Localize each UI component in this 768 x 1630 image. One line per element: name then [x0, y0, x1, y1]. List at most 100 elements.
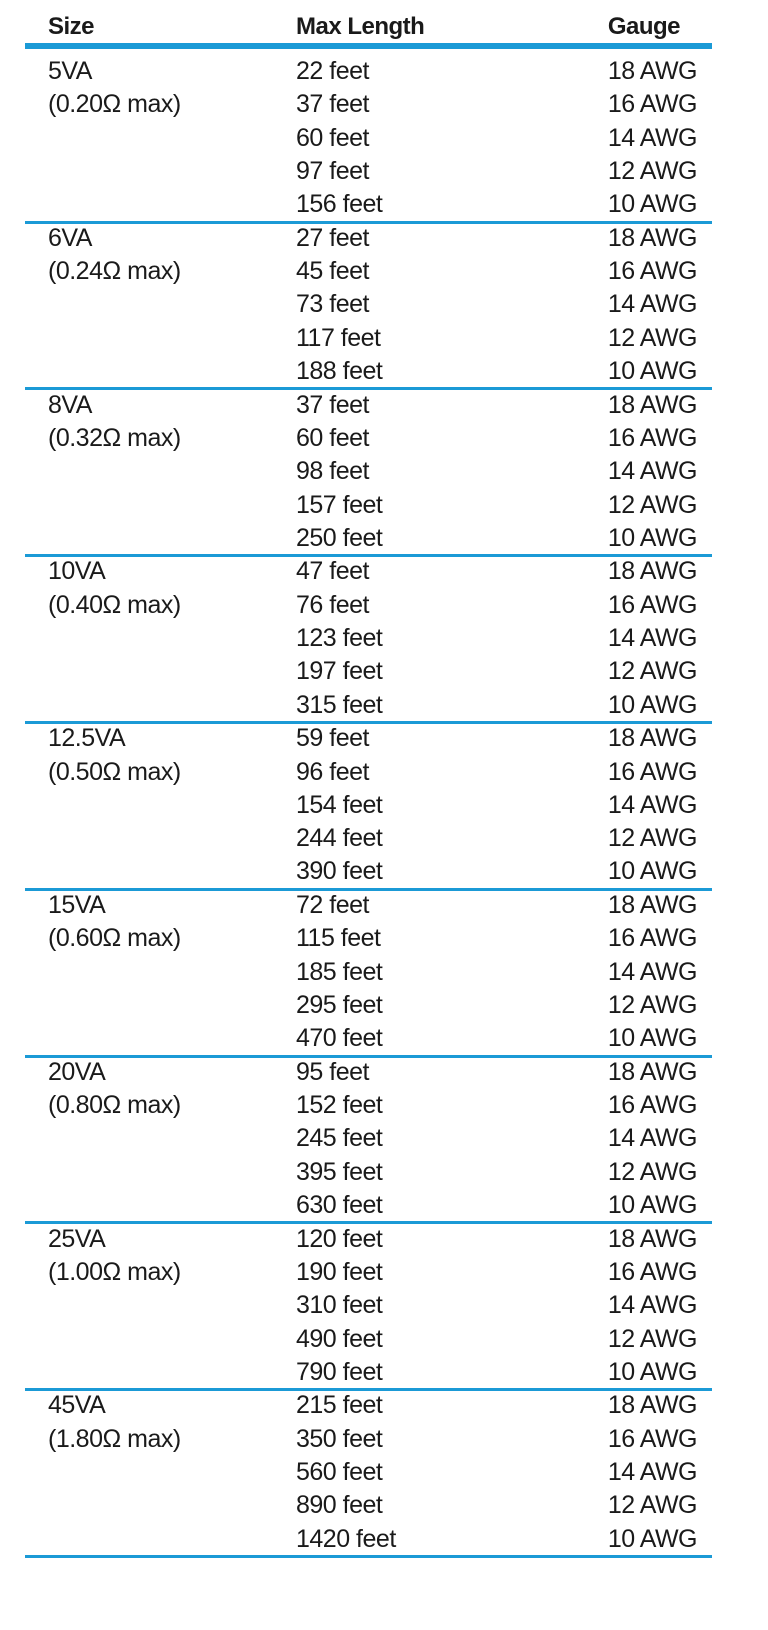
gauge: 16 AWG: [607, 257, 698, 286]
gauge: 10 AWG: [607, 857, 698, 886]
gauge: 14 AWG: [607, 290, 698, 319]
max-length: 295 feet: [296, 990, 383, 1019]
max-length: 245 feet: [296, 1124, 383, 1153]
gauge: 14 AWG: [607, 123, 698, 152]
gauge: 18 AWG: [607, 57, 698, 85]
resistance-label: (0.24Ω max): [48, 257, 181, 286]
max-length: 115 feet: [296, 924, 381, 953]
resistance-label: (0.32Ω max): [48, 423, 181, 452]
gauge: 14 AWG: [607, 1124, 698, 1153]
gauge: 16 AWG: [607, 1091, 698, 1120]
resistance-label: (0.40Ω max): [48, 590, 181, 619]
max-length: 95 feet: [296, 1057, 369, 1086]
max-length: 197 feet: [296, 657, 383, 686]
group-rule: [25, 1221, 712, 1225]
max-length: 190 feet: [296, 1257, 383, 1286]
max-length: 490 feet: [296, 1324, 383, 1353]
size-label: 5VA: [48, 57, 92, 85]
max-length: 156 feet: [296, 190, 383, 219]
gauge: 16 AWG: [607, 924, 698, 953]
size-label: 8VA: [48, 390, 92, 419]
group-rule: [25, 1554, 712, 1558]
size-label: 25VA: [48, 1224, 106, 1253]
max-length: 560 feet: [296, 1458, 383, 1486]
group-rule: [25, 387, 712, 391]
max-length: 117 feet: [296, 323, 381, 352]
gauge: 18 AWG: [607, 891, 698, 919]
max-length: 890 feet: [296, 1491, 383, 1520]
max-length: 59 feet: [296, 724, 369, 753]
gauge: 16 AWG: [607, 1257, 698, 1286]
max-length: 96 feet: [296, 757, 369, 786]
header-gauge: Gauge: [607, 13, 681, 40]
max-length: 60 feet: [296, 423, 369, 452]
header-rule: [25, 43, 712, 49]
group-rule: [25, 1388, 712, 1392]
gauge: 16 AWG: [607, 423, 698, 452]
gauge: 12 AWG: [607, 1324, 698, 1353]
group-rule: [25, 554, 712, 558]
gauge: 18 AWG: [607, 1391, 698, 1420]
max-length: 215 feet: [296, 1391, 383, 1420]
resistance-label: (1.00Ω max): [48, 1257, 181, 1286]
max-length: 154 feet: [296, 790, 383, 819]
max-length: 45 feet: [296, 257, 369, 286]
group-rule: [25, 887, 712, 891]
gauge: 10 AWG: [607, 357, 698, 385]
group-rule: [25, 1054, 712, 1058]
gauge: 14 AWG: [607, 624, 698, 652]
max-length: 27 feet: [296, 223, 369, 252]
max-length: 250 feet: [296, 523, 383, 552]
gauge: 12 AWG: [607, 990, 698, 1019]
gauge: 12 AWG: [607, 1157, 698, 1186]
max-length: 47 feet: [296, 557, 369, 586]
gauge: 12 AWG: [607, 323, 698, 352]
max-length: 350 feet: [296, 1424, 383, 1453]
group-rule: [25, 220, 712, 224]
header-max-length: Max Length: [296, 13, 425, 40]
max-length: 244 feet: [296, 824, 383, 853]
size-label: 15VA: [48, 891, 106, 919]
max-length: 315 feet: [296, 690, 383, 719]
gauge: 10 AWG: [607, 1357, 698, 1386]
gauge: 18 AWG: [607, 1057, 698, 1086]
max-length: 630 feet: [296, 1191, 383, 1219]
gauge: 10 AWG: [607, 523, 698, 552]
resistance-label: (0.60Ω max): [48, 924, 181, 953]
max-length: 470 feet: [296, 1024, 383, 1053]
max-length: 1420 feet: [296, 1524, 396, 1553]
size-label: 12.5VA: [48, 724, 126, 753]
max-length: 37 feet: [296, 90, 369, 119]
size-label: 20VA: [48, 1057, 106, 1086]
gauge: 16 AWG: [607, 590, 698, 619]
size-label: 10VA: [48, 557, 106, 586]
group-rule: [25, 720, 712, 724]
max-length: 390 feet: [296, 857, 383, 886]
resistance-label: (0.50Ω max): [48, 757, 181, 786]
size-label: 6VA: [48, 223, 92, 252]
max-length: 37 feet: [296, 390, 369, 419]
resistance-label: (0.20Ω max): [48, 90, 181, 119]
max-length: 152 feet: [296, 1091, 383, 1120]
gauge: 10 AWG: [607, 190, 698, 219]
max-length: 97 feet: [296, 156, 369, 185]
max-length: 790 feet: [296, 1357, 383, 1386]
gauge: 12 AWG: [607, 824, 698, 853]
gauge: 12 AWG: [607, 490, 698, 519]
gauge: 14 AWG: [607, 457, 698, 486]
max-length: 185 feet: [296, 957, 383, 986]
gauge: 10 AWG: [607, 690, 698, 719]
gauge: 18 AWG: [607, 724, 698, 753]
gauge: 18 AWG: [607, 1224, 698, 1253]
gauge: 10 AWG: [607, 1024, 698, 1053]
gauge: 14 AWG: [607, 1291, 698, 1320]
header-size: Size: [48, 13, 95, 40]
gauge: 18 AWG: [607, 223, 698, 252]
gauge: 14 AWG: [607, 1458, 698, 1486]
gauge: 10 AWG: [607, 1191, 698, 1219]
max-length: 76 feet: [296, 590, 369, 619]
max-length: 123 feet: [296, 624, 383, 652]
gauge: 16 AWG: [607, 1424, 698, 1453]
max-length: 120 feet: [296, 1224, 383, 1253]
